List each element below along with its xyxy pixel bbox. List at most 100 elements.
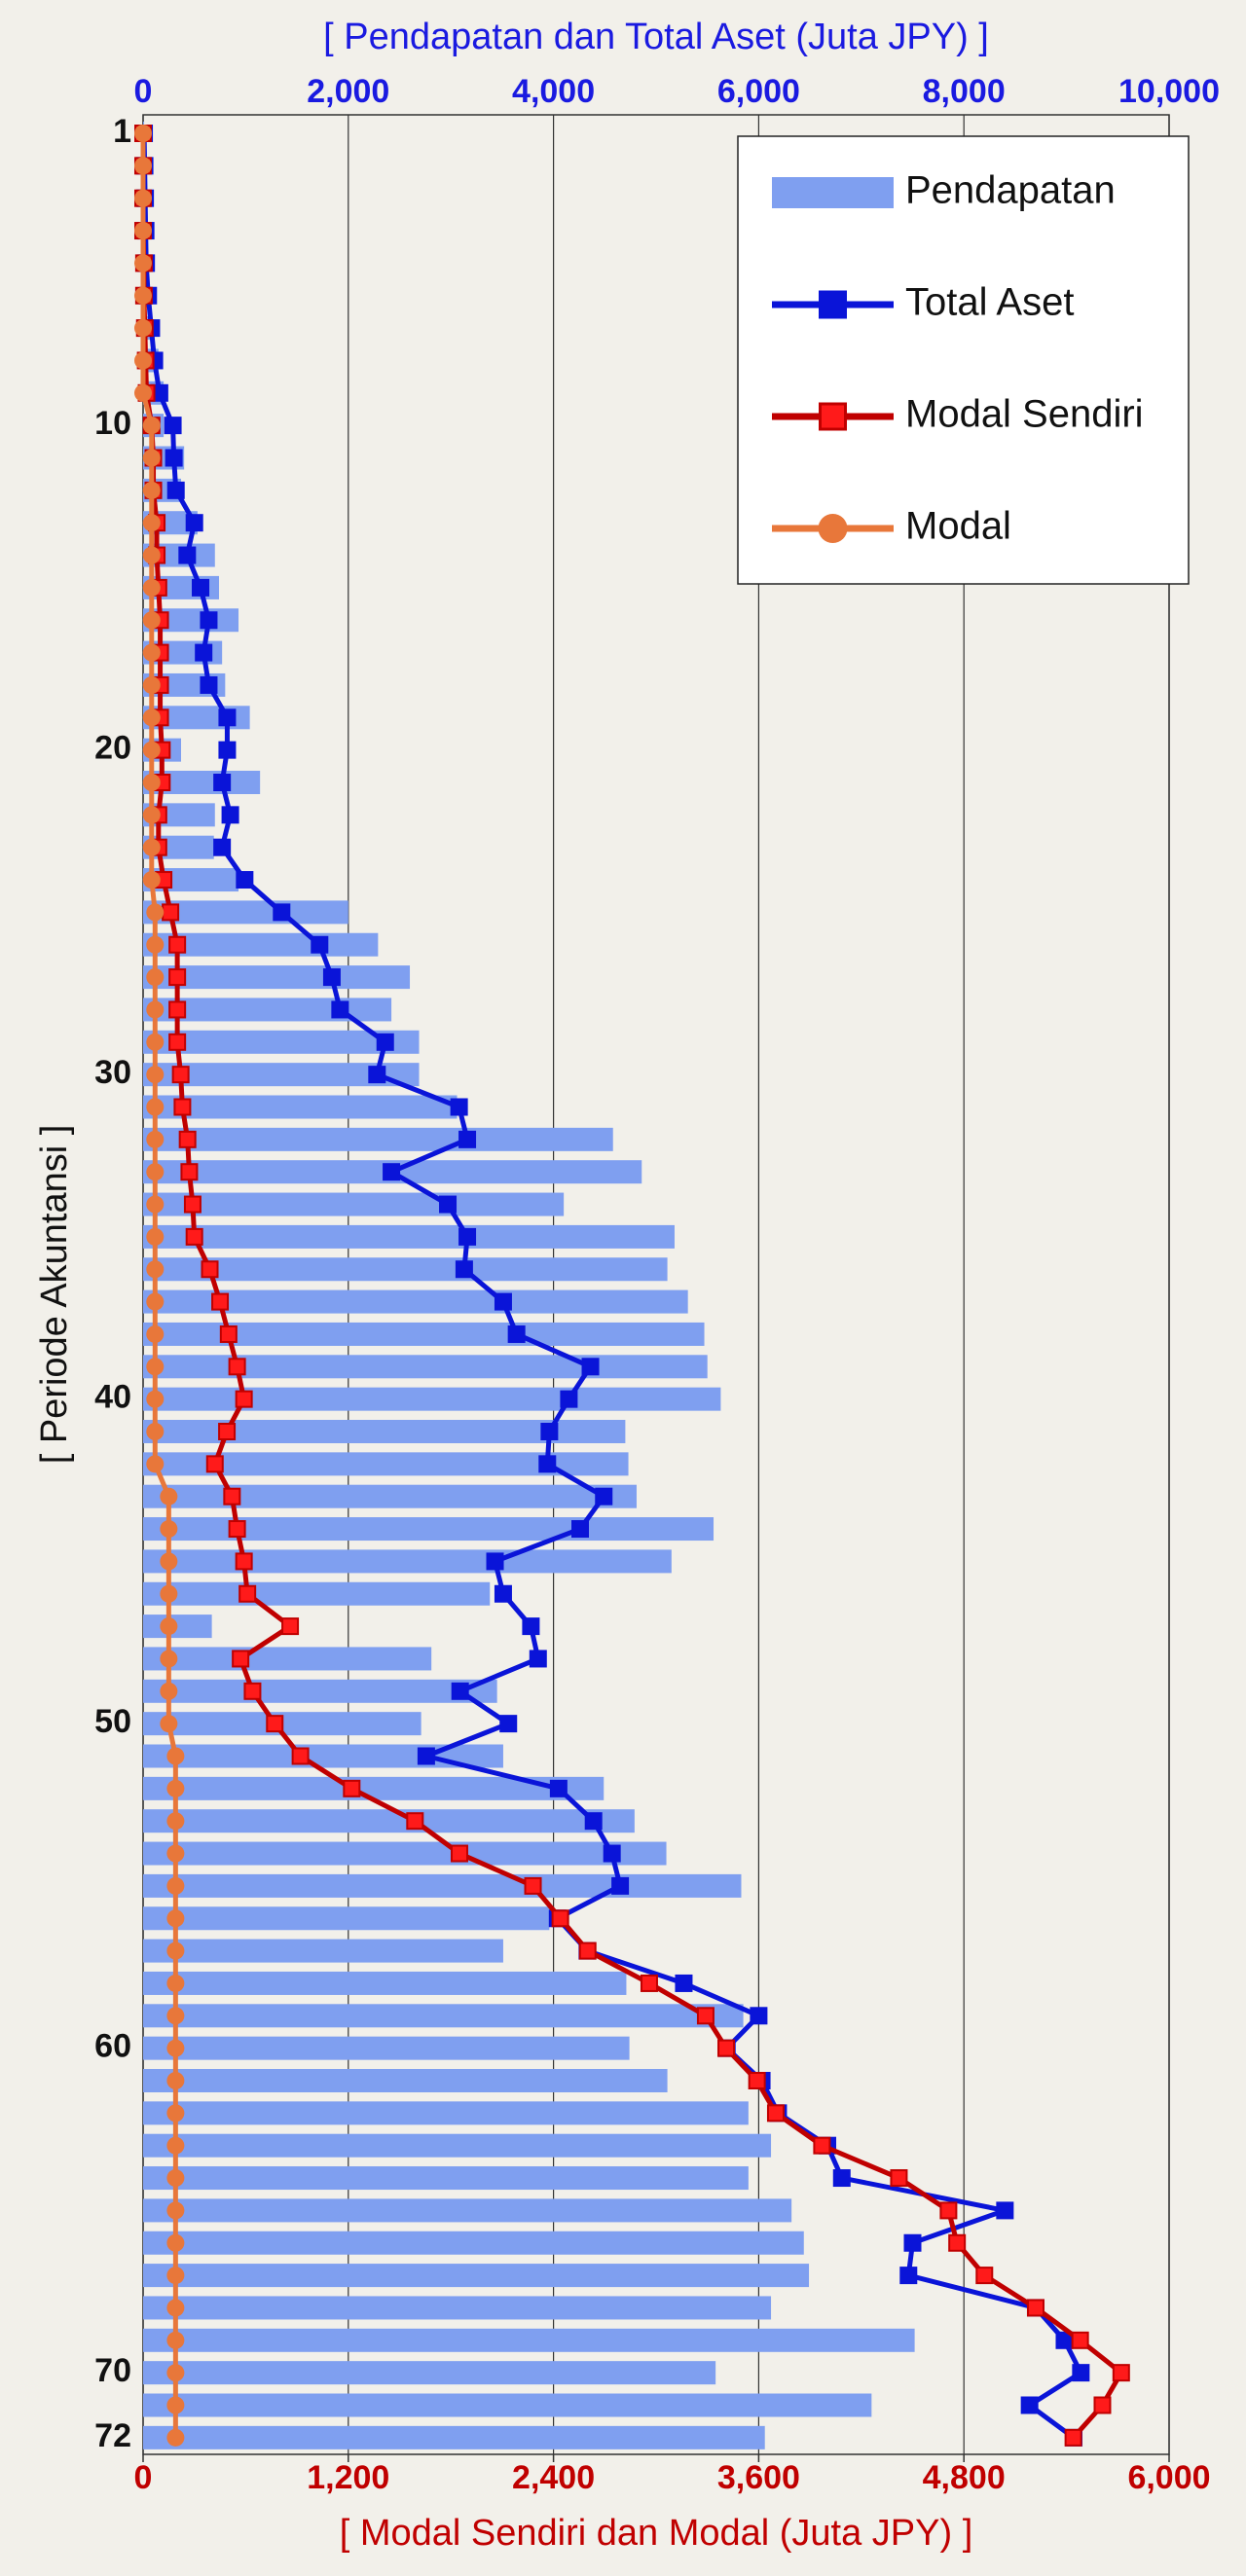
marker: [243, 1682, 262, 1700]
x-tick-label: 2,000: [307, 73, 389, 110]
legend-label: Modal: [905, 505, 1011, 548]
marker: [584, 1812, 603, 1831]
marker: [160, 1487, 178, 1506]
legend-swatch: [772, 177, 894, 208]
bar: [143, 2425, 765, 2449]
marker: [134, 157, 152, 175]
x2-axis-label: [ Modal Sendiri dan Modal (Juta JPY) ]: [340, 2513, 973, 2554]
marker: [166, 2396, 185, 2414]
marker: [142, 449, 161, 467]
marker: [134, 189, 152, 207]
marker: [142, 806, 161, 824]
marker: [146, 935, 165, 954]
marker: [322, 968, 341, 987]
marker: [192, 578, 210, 597]
legend-box: [737, 135, 1190, 585]
marker: [146, 1324, 165, 1343]
marker: [166, 2201, 185, 2220]
marker: [291, 1747, 310, 1765]
marker: [146, 968, 165, 987]
marker: [178, 546, 197, 564]
bar: [143, 1581, 491, 1606]
marker: [142, 838, 161, 856]
bar: [143, 1095, 458, 1119]
marker: [549, 1779, 568, 1797]
marker: [499, 1715, 518, 1733]
marker: [166, 1812, 185, 1831]
marker: [975, 2267, 994, 2285]
marker: [1093, 2396, 1112, 2414]
bar: [143, 2296, 772, 2320]
marker: [146, 1260, 165, 1279]
marker: [455, 1260, 473, 1279]
bar: [143, 1224, 675, 1249]
x-tick-label: 0: [134, 73, 153, 110]
marker: [439, 1195, 458, 1214]
marker: [368, 1066, 386, 1084]
marker: [406, 1812, 424, 1831]
marker: [160, 1682, 178, 1700]
marker: [166, 2072, 185, 2089]
bar: [143, 1289, 688, 1314]
legend-label: Pendapatan: [905, 169, 1116, 212]
marker: [185, 514, 203, 532]
marker: [168, 1000, 187, 1019]
marker: [166, 2104, 185, 2122]
y-tick-label: 30: [94, 1054, 131, 1091]
marker: [166, 1747, 185, 1765]
marker: [571, 1520, 590, 1539]
marker: [458, 1130, 477, 1148]
marker: [165, 449, 183, 467]
marker: [890, 2169, 908, 2188]
marker: [166, 1779, 185, 1797]
marker: [218, 741, 237, 759]
marker: [166, 1876, 185, 1895]
marker: [507, 1324, 526, 1343]
marker: [142, 741, 161, 759]
x2-tick-label: 0: [134, 2459, 153, 2496]
y-tick-label: 10: [94, 405, 131, 442]
marker: [200, 611, 218, 630]
marker: [218, 1423, 237, 1440]
marker: [376, 1033, 394, 1051]
marker: [748, 2072, 766, 2089]
y-tick-label: 70: [94, 2352, 131, 2389]
marker: [134, 319, 152, 338]
x-tick-label: 4,000: [512, 73, 595, 110]
marker: [486, 1552, 504, 1571]
marker: [134, 286, 152, 305]
marker: [146, 1098, 165, 1116]
marker: [134, 254, 152, 272]
bar: [143, 1971, 627, 1995]
marker: [696, 2007, 715, 2025]
y-tick-label: 72: [94, 2417, 131, 2454]
marker: [218, 708, 237, 727]
marker: [146, 1130, 165, 1148]
marker: [171, 1066, 190, 1084]
marker: [578, 1941, 597, 1960]
marker: [899, 2267, 918, 2285]
marker: [524, 1876, 542, 1895]
marker: [166, 481, 185, 499]
x-tick-label: 6,000: [717, 73, 800, 110]
marker: [146, 1195, 165, 1214]
marker: [948, 2233, 967, 2252]
marker: [142, 417, 161, 435]
marker: [205, 1455, 224, 1473]
marker: [166, 2039, 185, 2057]
marker: [168, 935, 187, 954]
marker: [166, 2007, 185, 2025]
marker: [146, 1423, 165, 1440]
y-tick-label: 50: [94, 1703, 131, 1740]
marker: [1072, 2364, 1090, 2382]
marker: [134, 351, 152, 370]
marker: [281, 1617, 300, 1636]
marker: [183, 1195, 202, 1214]
bar: [143, 1679, 497, 1703]
marker: [134, 125, 152, 142]
marker: [146, 1390, 165, 1408]
marker: [451, 1682, 469, 1700]
marker: [417, 1747, 435, 1765]
marker: [939, 2201, 958, 2220]
marker: [180, 1163, 199, 1181]
